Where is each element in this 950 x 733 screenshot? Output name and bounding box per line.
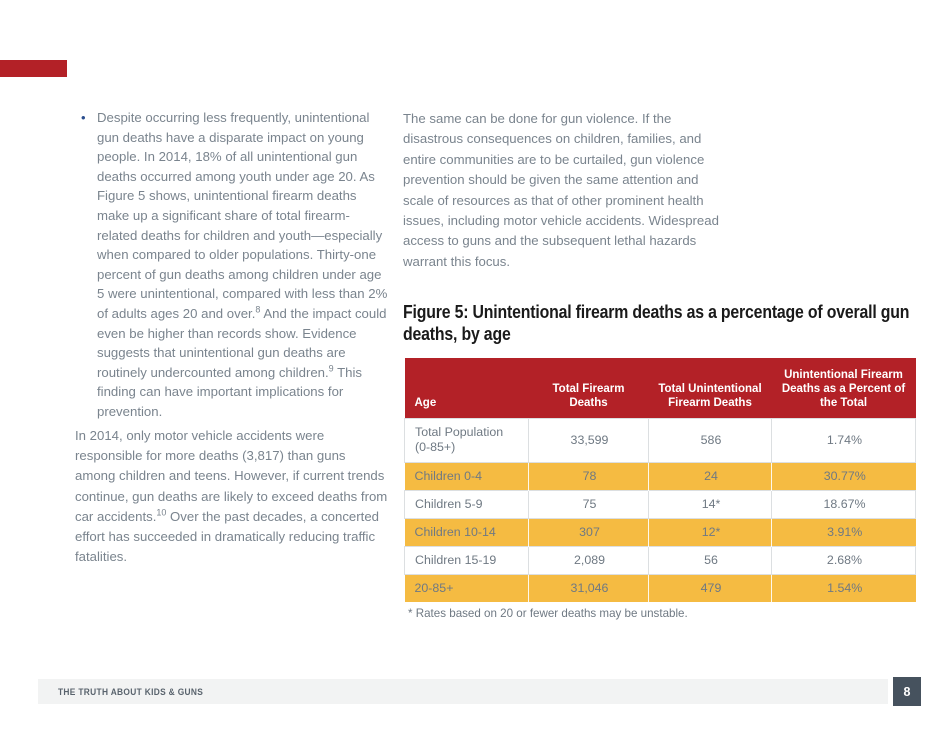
table-row: 20-85+ 31,046 479 1.54% xyxy=(404,574,916,602)
cell-unintentional: 14* xyxy=(648,489,772,519)
cell-age: Children 0-4 xyxy=(404,462,529,490)
table-row: Children 10-14 307 12* 3.91% xyxy=(404,518,916,546)
cell-total: 78 xyxy=(528,462,649,490)
bullet-paragraph: Despite occurring less frequently, unint… xyxy=(97,110,388,419)
table-row: Children 0-4 78 24 30.77% xyxy=(404,462,916,490)
bullet-marker: • xyxy=(81,110,86,125)
cell-age: 20-85+ xyxy=(404,574,529,602)
cell-unintentional: 586 xyxy=(648,417,772,463)
figure-table: Age Total Firearm Deaths Total Unintenti… xyxy=(404,358,916,602)
figure-title: Figure 5: Unintentional firearm deaths a… xyxy=(403,302,910,344)
cell-total: 31,046 xyxy=(528,574,649,602)
cell-total: 2,089 xyxy=(528,545,649,575)
cell-percent: 3.91% xyxy=(771,518,916,546)
bullet-item: • Despite occurring less frequently, uni… xyxy=(81,108,389,422)
page-number-badge: 8 xyxy=(893,677,921,706)
figure-table-body: Total Population (0-85+) 33,599 586 1.74% Ch… xyxy=(404,417,916,602)
table-row: Total Population (0-85+) 33,599 586 1.74% xyxy=(404,417,916,463)
cell-percent: 2.68% xyxy=(771,545,916,575)
cell-percent: 18.67% xyxy=(771,489,916,519)
cell-percent: 1.54% xyxy=(771,574,916,602)
left-column-paragraph: In 2014, only motor vehicle accidents we… xyxy=(75,428,388,565)
cell-unintentional: 24 xyxy=(648,462,772,490)
cell-percent: 30.77% xyxy=(771,462,916,490)
cell-unintentional: 479 xyxy=(648,574,772,602)
cell-age: Children 10-14 xyxy=(404,518,529,546)
cell-age: Children 5-9 xyxy=(404,489,529,519)
cell-total: 307 xyxy=(528,518,649,546)
table-row: Children 15-19 2,089 56 2.68% xyxy=(404,545,916,575)
cell-age: Children 15-19 xyxy=(404,545,529,575)
cell-unintentional: 56 xyxy=(648,545,772,575)
table-header: Age Total Firearm Deaths Total Unintenti… xyxy=(404,358,916,418)
column-header-total-unintentional: Total Unintentional Firearm Deaths xyxy=(648,358,772,418)
footer-bar: THE TRUTH ABOUT KIDS & GUNS xyxy=(38,679,888,704)
column-header-age: Age xyxy=(404,358,529,418)
red-accent-bar xyxy=(0,60,67,77)
column-header-percent-of-total: Unintentional Firearm Deaths as a Percen… xyxy=(771,358,916,418)
cell-total: 33,599 xyxy=(528,417,649,463)
table-footnote: * Rates based on 20 or fewer deaths may … xyxy=(408,607,688,620)
right-column-paragraph: The same can be done for gun violence. I… xyxy=(403,111,719,269)
cell-unintentional: 12* xyxy=(648,518,772,546)
cell-percent: 1.74% xyxy=(771,417,916,463)
table-row: Children 5-9 75 14* 18.67% xyxy=(404,489,916,519)
cell-age: Total Population (0-85+) xyxy=(404,417,529,463)
column-header-total-firearm-deaths: Total Firearm Deaths xyxy=(528,358,649,418)
cell-total: 75 xyxy=(528,489,649,519)
footer-title: THE TRUTH ABOUT KIDS & GUNS xyxy=(58,686,204,697)
